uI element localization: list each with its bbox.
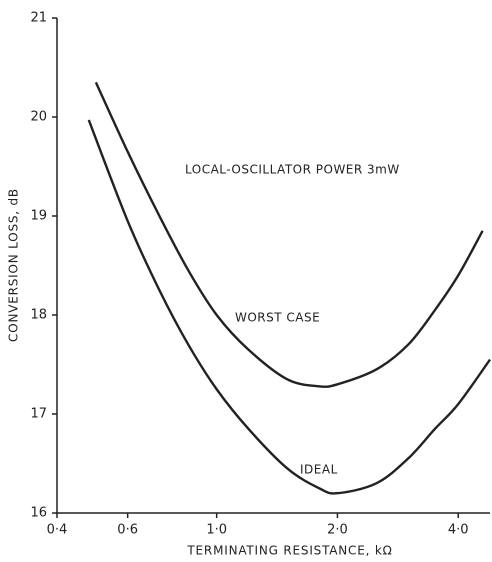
y-tick-label: 21 [30, 11, 47, 26]
annotation: IDEAL [300, 463, 338, 477]
x-tick-label: 0·4 [47, 523, 68, 538]
y-tick-label: 18 [30, 308, 47, 323]
y-axis-label: CONVERSION LOSS, dB [7, 188, 21, 342]
x-tick-label: 1·0 [206, 523, 227, 538]
y-tick-label: 20 [30, 110, 47, 125]
y-tick-label: 19 [30, 209, 47, 224]
x-tick-label: 0·6 [117, 523, 138, 538]
y-tick-label: 17 [30, 407, 47, 422]
annotation: WORST CASE [235, 311, 320, 325]
x-tick-label: 4·0 [448, 523, 469, 538]
annotation: LOCAL-OSCILLATOR POWER 3mW [185, 163, 400, 177]
line-series [87, 119, 491, 495]
y-tick-label: 16 [30, 506, 47, 521]
x-axis-label: TERMINATING RESISTANCE, kΩ [186, 544, 392, 558]
line-series [94, 81, 484, 388]
x-tick-label: 2·0 [327, 523, 348, 538]
